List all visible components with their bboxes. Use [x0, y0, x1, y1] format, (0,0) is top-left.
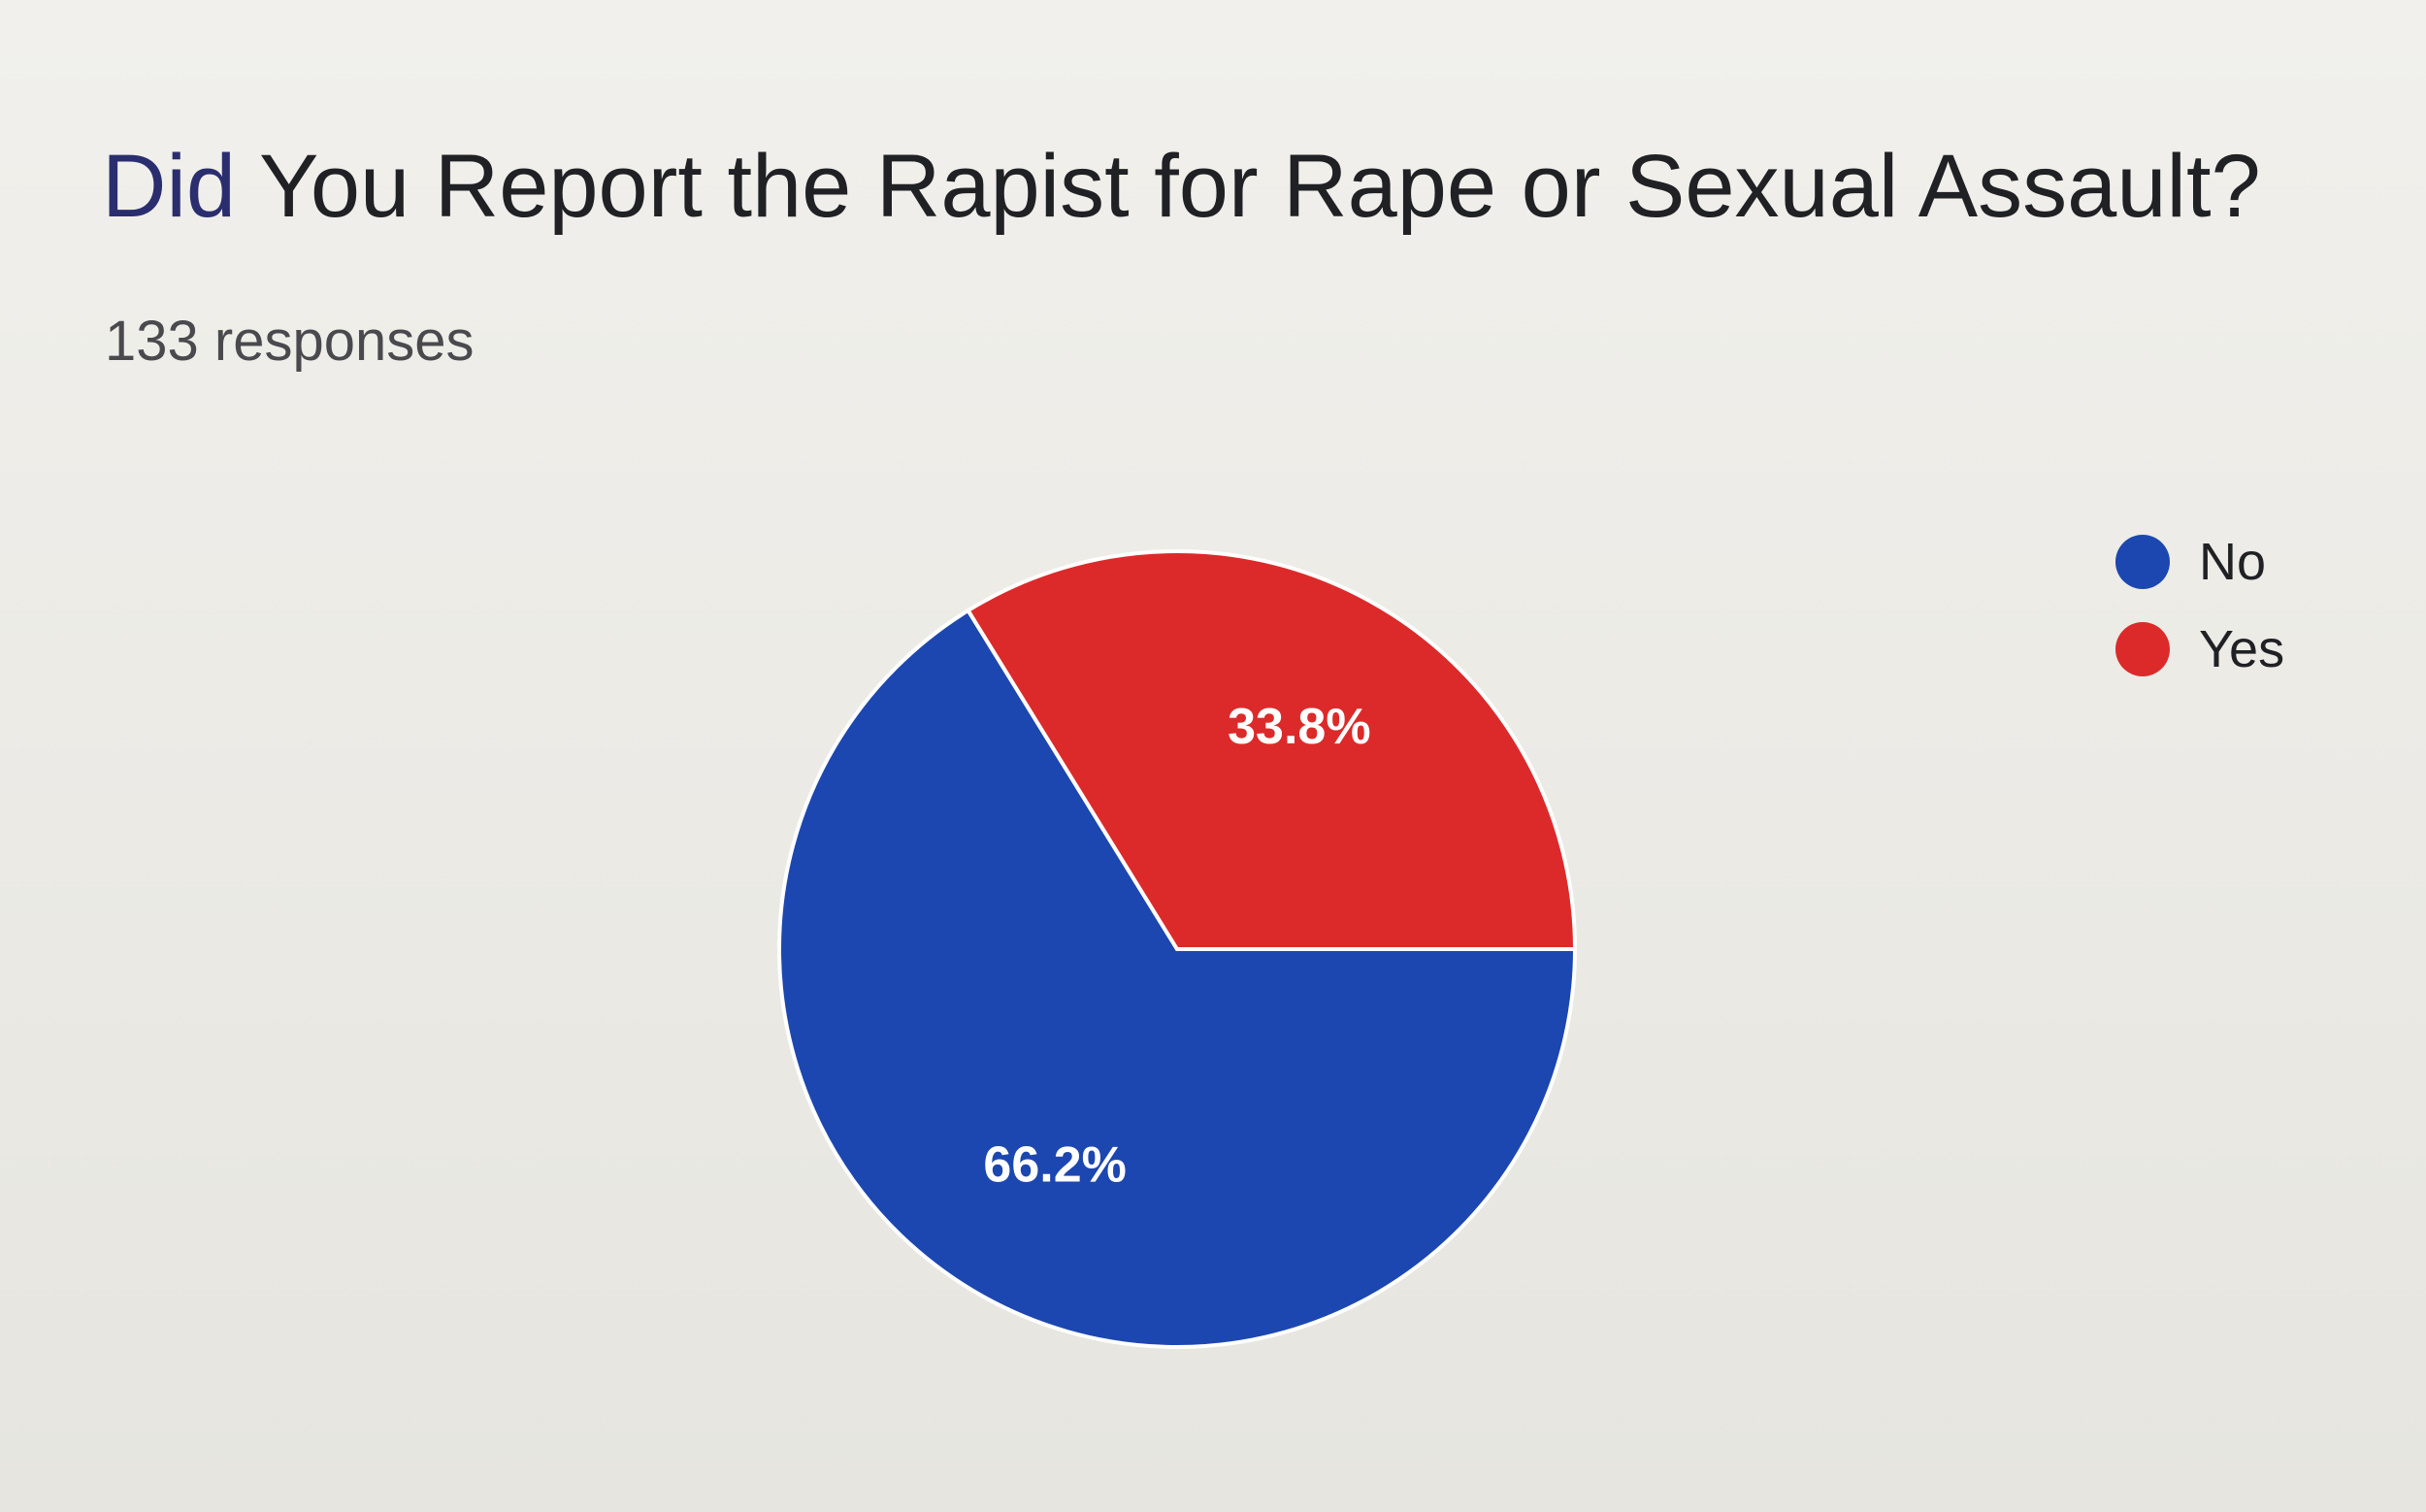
- pie-slice-yes[interactable]: [965, 549, 1578, 951]
- pie-slice-no[interactable]: [777, 608, 1578, 1349]
- slice-label-yes: 33.8%: [1228, 699, 1370, 755]
- pie-slices: 66.2% 33.8%: [777, 549, 1578, 1349]
- response-count: 133 responses: [105, 310, 475, 373]
- legend-label-no: No: [2199, 533, 2267, 591]
- legend-swatch-yes: [2115, 622, 2170, 676]
- chart-title-first-word: Did: [102, 137, 237, 236]
- legend: No Yes: [2115, 532, 2284, 707]
- legend-swatch-no: [2115, 535, 2170, 589]
- legend-item-yes[interactable]: Yes: [2115, 619, 2284, 679]
- slice-label-no: 66.2%: [983, 1136, 1126, 1193]
- chart-title-rest: You Report the Rapist for Rape or Sexual…: [236, 137, 2261, 236]
- chart-title: Did You Report the Rapist for Rape or Se…: [102, 136, 2261, 238]
- legend-item-no[interactable]: No: [2115, 532, 2284, 592]
- legend-label-yes: Yes: [2199, 620, 2285, 678]
